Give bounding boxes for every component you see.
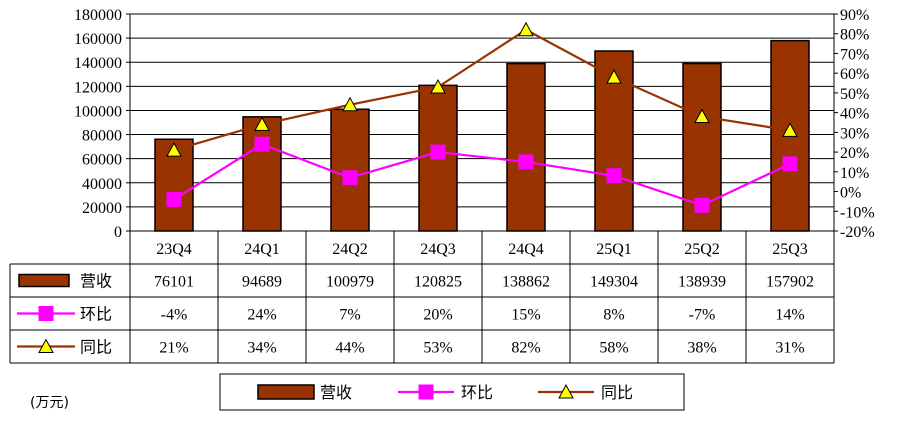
data-label: 120825 [414, 274, 462, 291]
data-label: 58% [599, 340, 628, 357]
plot-frame [129, 13, 835, 232]
right-axis-tick-label: 40% [840, 106, 869, 123]
right-axis-tick-label: 60% [840, 66, 869, 83]
yoy-marker [606, 69, 622, 84]
right-axis-tick-label: 30% [840, 125, 869, 142]
right-axis-tick-label: 0% [840, 185, 861, 202]
x-axis-tick-label: 24Q3 [420, 241, 456, 258]
yoy-marker [430, 78, 446, 94]
data-label: 53% [423, 340, 452, 357]
right-axis-tick-label: 10% [840, 165, 869, 182]
x-axis-tick-label: 25Q2 [684, 241, 720, 258]
yoy-marker [518, 21, 534, 37]
x-axis-tick-label: 25Q1 [596, 241, 632, 258]
data-label: 14% [775, 307, 804, 324]
data-label: 8% [603, 307, 624, 324]
data-label: 34% [247, 340, 276, 357]
right-axis-tick-label: -20% [840, 224, 875, 241]
qoq-marker [342, 170, 358, 186]
right-axis-tick-label: 80% [840, 27, 869, 44]
yoy-marker [166, 142, 182, 157]
data-label: 157902 [766, 274, 814, 291]
data-label: 100979 [326, 274, 374, 291]
left-axis-tick-label: 20000 [82, 200, 122, 217]
x-axis-tick-label: 24Q4 [508, 241, 544, 258]
left-axis-tick-label: 140000 [74, 55, 122, 72]
data-label: 149304 [590, 274, 638, 291]
qoq-marker [782, 156, 798, 172]
left-axis-tick-label: 160000 [74, 31, 122, 48]
yoy-line [173, 28, 791, 152]
table-key-qoq-marker [38, 306, 54, 321]
table-row-label: 环比 [80, 305, 112, 324]
data-label: 15% [511, 307, 540, 324]
yoy-marker [342, 96, 358, 112]
qoq-line [173, 142, 791, 207]
legend-key-revenue [257, 384, 315, 400]
bar-24q2 [330, 108, 370, 232]
right-axis-tick-label: 20% [840, 145, 869, 162]
right-axis-tick-label: -10% [840, 204, 875, 221]
data-label: 44% [335, 340, 364, 357]
left-axis-tick-label: 180000 [74, 7, 122, 24]
yoy-marker [782, 122, 798, 137]
qoq-marker [254, 136, 270, 152]
data-label: 20% [423, 307, 452, 324]
qoq-marker [430, 144, 446, 160]
data-label: 24% [247, 307, 276, 324]
bar-24q4 [506, 62, 546, 232]
data-label: 94689 [242, 274, 282, 291]
data-label: 138862 [502, 274, 550, 291]
legend-label-yoy: 同比 [601, 383, 633, 402]
x-axis-tick-label: 24Q2 [332, 241, 368, 258]
left-axis-tick-label: 60000 [82, 152, 122, 169]
left-axis-tick-label: 40000 [82, 176, 122, 193]
right-axis-tick-label: 90% [840, 7, 869, 24]
yoy-marker [254, 116, 270, 131]
x-axis-tick-label: 23Q4 [156, 241, 192, 258]
right-axis-tick-label: 50% [840, 86, 869, 103]
table-row-label: 同比 [80, 338, 112, 357]
data-label: -4% [161, 307, 188, 324]
table-key-revenue [18, 273, 70, 288]
qoq-marker [694, 197, 710, 213]
table-key-yoy-marker [38, 338, 54, 353]
qoq-marker [606, 168, 622, 184]
data-label: 21% [159, 340, 188, 357]
x-axis-tick-label: 25Q3 [772, 241, 808, 258]
x-axis-tick-label: 24Q1 [244, 241, 280, 258]
data-label: 7% [339, 307, 360, 324]
legend-key-yoy-marker [558, 383, 574, 399]
table-row-label: 营收 [80, 272, 112, 291]
left-axis-tick-label: 80000 [82, 128, 122, 145]
left-axis-tick-label: 0 [114, 224, 122, 241]
data-label: -7% [689, 307, 716, 324]
left-axis-tick-label: 120000 [74, 79, 122, 96]
data-label: 38% [687, 340, 716, 357]
unit-label: (万元) [30, 395, 69, 411]
legend-label-revenue: 营收 [320, 383, 352, 402]
legend-key-qoq-marker [418, 384, 434, 400]
right-axis-tick-label: 70% [840, 46, 869, 63]
left-axis-tick-label: 100000 [74, 103, 122, 120]
yoy-marker [694, 108, 710, 124]
data-label: 82% [511, 340, 540, 357]
data-label: 31% [775, 340, 804, 357]
data-label: 76101 [154, 274, 194, 291]
qoq-marker [518, 154, 534, 170]
data-label: 138939 [678, 274, 726, 291]
qoq-marker [166, 191, 182, 207]
legend-label-qoq: 环比 [461, 383, 493, 402]
bar-24q1 [242, 116, 282, 232]
